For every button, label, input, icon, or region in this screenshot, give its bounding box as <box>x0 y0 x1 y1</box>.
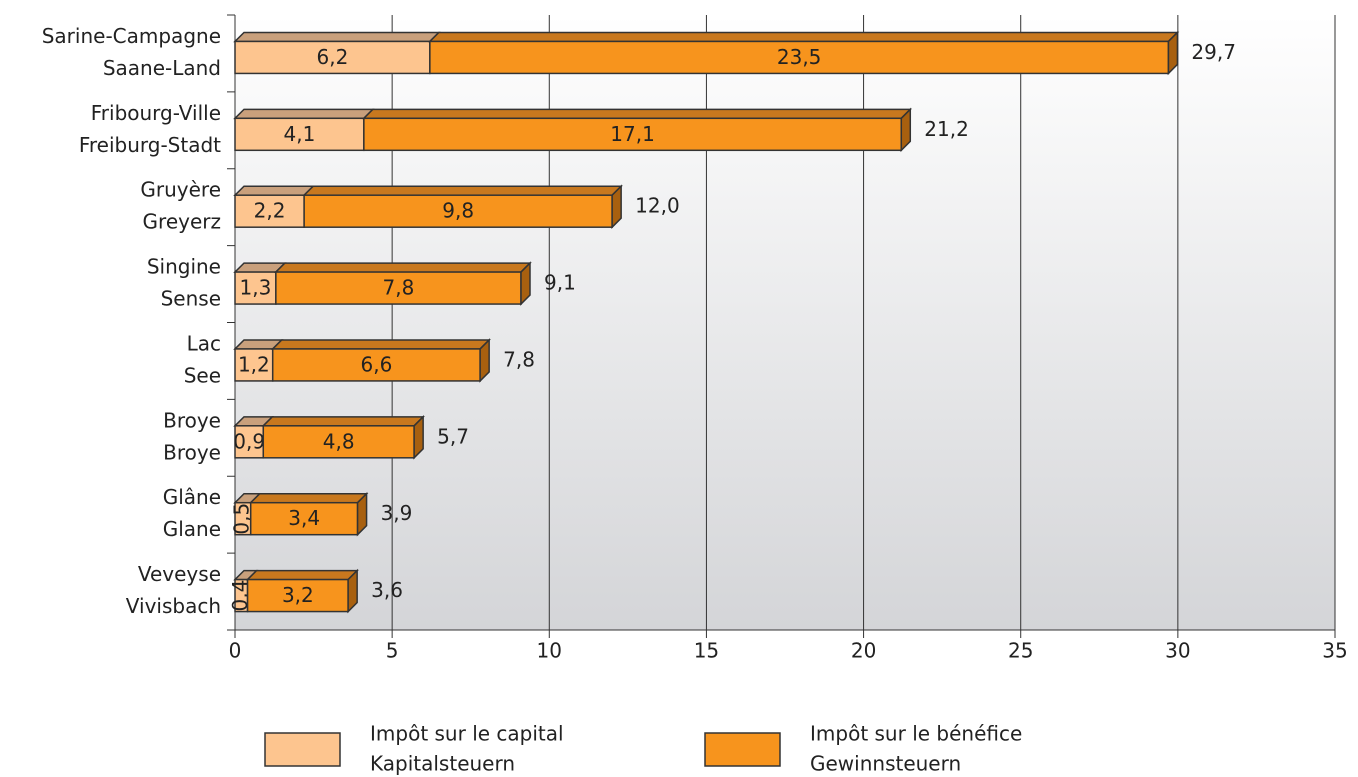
bar-top <box>274 262 532 273</box>
value-label: 4,1 <box>284 122 316 146</box>
bar-side <box>520 261 531 306</box>
category-label: Singine <box>147 255 221 279</box>
bar <box>234 117 365 152</box>
category-label: Greyerz <box>143 210 221 234</box>
bar-top <box>233 31 441 43</box>
bar <box>246 578 349 613</box>
x-tick-label: 10 <box>537 639 562 663</box>
plot-area <box>235 15 1335 630</box>
bar-top <box>233 108 375 120</box>
bar <box>271 348 481 382</box>
bar-top <box>362 108 913 120</box>
bar <box>363 117 903 152</box>
bar-side <box>347 568 358 614</box>
bar-side <box>413 415 424 460</box>
value-label: 2,2 <box>254 199 286 223</box>
bar-top <box>302 185 623 196</box>
value-label: 6,6 <box>361 352 393 376</box>
value-label: 9,8 <box>442 199 474 223</box>
bar-top <box>233 185 315 196</box>
bar-top <box>261 416 425 427</box>
bar <box>234 425 265 459</box>
legend-label: Impôt sur le capital <box>370 722 564 746</box>
bar <box>262 425 415 459</box>
bar-top <box>270 339 491 350</box>
total-label: 3,6 <box>371 578 403 602</box>
x-tick-label: 15 <box>694 639 719 663</box>
category-label: Glâne <box>163 485 221 509</box>
category-label: Broye <box>163 440 221 464</box>
legend-swatch <box>264 732 341 767</box>
x-tick-label: 0 <box>229 639 242 663</box>
category-label: Broye <box>163 408 221 432</box>
total-label: 5,7 <box>437 424 469 448</box>
legend-label: Kapitalsteuern <box>370 752 515 776</box>
value-label: 1,2 <box>238 352 270 376</box>
bar-top <box>248 492 369 504</box>
legend-label: Impôt sur le bénéfice <box>810 722 1022 746</box>
x-tick-label: 30 <box>1165 639 1190 663</box>
total-label: 9,1 <box>544 271 576 295</box>
category-label: Saane-Land <box>103 56 221 80</box>
value-label: 17,1 <box>610 122 655 146</box>
bar-side <box>900 107 912 153</box>
category-label: Vivisbach <box>126 594 221 618</box>
category-label: Sense <box>161 287 221 311</box>
category-label: Sarine-Campagne <box>42 24 221 48</box>
value-label: 7,8 <box>383 276 415 300</box>
legend-swatch <box>704 732 781 767</box>
bar-side <box>479 338 490 383</box>
bar <box>234 348 274 382</box>
bar-side <box>1167 30 1179 76</box>
total-label: 21,2 <box>924 117 969 141</box>
bar <box>234 194 305 228</box>
value-label: 3,2 <box>282 583 314 607</box>
total-label: 7,8 <box>503 347 535 371</box>
x-tick-label: 35 <box>1322 639 1347 663</box>
bar-top <box>245 569 359 581</box>
category-label: Freiburg-Stadt <box>79 133 221 157</box>
value-label: 23,5 <box>777 45 822 69</box>
value-label: 4,8 <box>323 429 355 453</box>
legend-label: Gewinnsteuern <box>810 752 961 776</box>
total-label: 12,0 <box>635 194 680 218</box>
category-label: See <box>184 363 221 387</box>
bar-side <box>611 184 622 229</box>
x-tick-label: 25 <box>1008 639 1033 663</box>
bar <box>249 501 359 536</box>
total-label: 29,7 <box>1191 40 1236 64</box>
x-tick-label: 20 <box>851 639 876 663</box>
category-label: Veveyse <box>138 562 221 586</box>
value-label: 0,9 <box>233 429 265 453</box>
bar-top <box>428 31 1180 43</box>
category-label: Lac <box>187 331 221 355</box>
value-label: 3,4 <box>288 506 320 530</box>
value-label: 1,3 <box>240 276 272 300</box>
category-label: Gruyère <box>140 178 221 202</box>
category-label: Glane <box>163 517 221 541</box>
value-label: 6,2 <box>317 45 349 69</box>
x-tick-label: 5 <box>386 639 399 663</box>
category-label: Fribourg-Ville <box>91 101 221 125</box>
bar <box>275 271 522 305</box>
value-label: 0,5 <box>229 503 253 535</box>
bar <box>234 271 277 305</box>
bar-side <box>356 491 368 537</box>
total-label: 3,9 <box>381 501 413 525</box>
